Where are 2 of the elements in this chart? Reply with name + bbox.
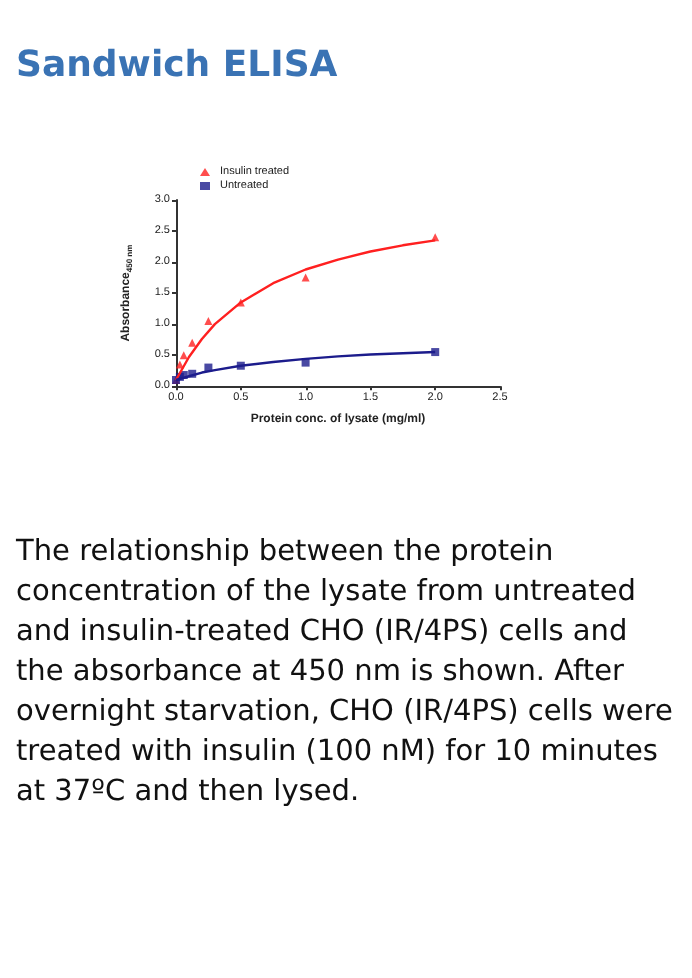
chart-title: Sandwich ELISA: [16, 44, 338, 86]
text: The relationship between the protein concentration of the lysate from untreated and insulin-treated CHO (IR/4PS) cells and the absorbance at 450 nm is shown. After overnight starvation, CHO (IR/4PS) cells were treated with insulin (100 nM) for 10 minutes at 37ºC and then lysed.: [16, 534, 675, 812]
